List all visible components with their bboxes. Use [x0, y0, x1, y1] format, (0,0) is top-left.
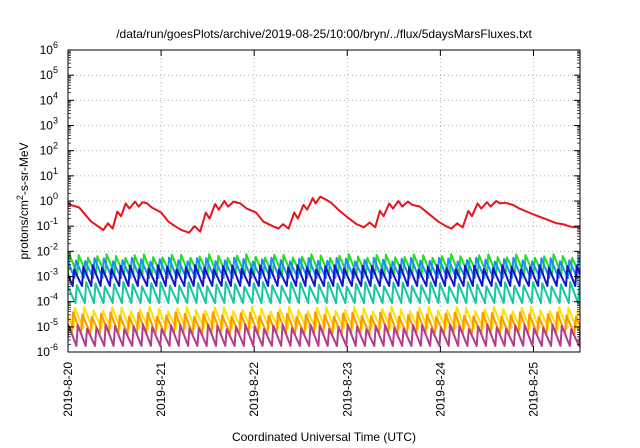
grid: [68, 50, 580, 352]
series-lines: [68, 195, 580, 347]
y-tick-label: 10-1: [37, 216, 58, 233]
y-tick-label: 10-5: [37, 317, 58, 334]
series-line: [68, 264, 580, 287]
x-tick-label: 2019-8-20: [61, 362, 75, 417]
x-tick-label: 2019-8-21: [154, 362, 168, 417]
y-tick-label: 10-3: [37, 267, 58, 284]
series-line: [68, 195, 580, 234]
x-tick-label: 2019-8-24: [433, 362, 447, 417]
y-tick-label: 10-6: [37, 342, 58, 359]
y-tick-label: 102: [40, 141, 58, 158]
x-tick-label: 2019-8-23: [340, 362, 354, 417]
y-axis-ticks: 10-6 10-5 10-4 10-3 10-2 10-1 100 101 102 103 104 1…: [37, 40, 580, 359]
x-axis-label: Coordinated Universal Time (UTC): [232, 430, 416, 444]
y-tick-label: 10-2: [37, 241, 58, 258]
y-axis-label: protons/cm2-s-sr-MeV: [15, 142, 31, 259]
series-line: [68, 281, 580, 305]
x-tick-label: 2019-8-22: [247, 362, 261, 417]
series-line: [68, 311, 580, 335]
y-tick-label: 103: [40, 116, 58, 133]
y-tick-label: 100: [40, 191, 58, 208]
x-tick-label: 2019-8-25: [526, 362, 540, 417]
x-axis-ticks: 2019-8-20 2019-8-21 2019-8-22 2019-8-23 2019…: [61, 50, 540, 417]
y-tick-label: 105: [40, 65, 58, 82]
y-tick-label: 106: [40, 40, 58, 57]
y-tick-label: 101: [40, 166, 58, 183]
y-tick-label: 10-4: [37, 292, 58, 309]
y-tick-label: 104: [40, 90, 58, 107]
chart-title: /data/run/goesPlots/archive/2019-08-25/1…: [116, 27, 532, 41]
series-line: [68, 323, 580, 347]
